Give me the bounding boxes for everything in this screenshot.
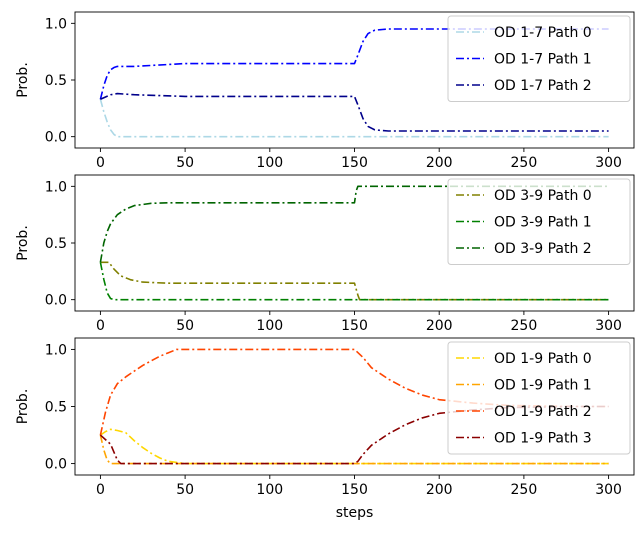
x-tick-label: 200 [426,318,453,334]
y-tick-label: 0.0 [45,130,67,146]
series-line-2-1 [99,434,609,465]
subplot-2: 0 50 100 150 200 250 300 0.0 0.5 1.0 Prob. steps OD … [15,337,635,521]
series-line-1-1 [99,262,609,301]
y-tick-label: 1.0 [45,179,67,195]
x-tick-label: 200 [426,482,453,498]
series-line-1-2 [99,185,609,263]
x-tick-label: 100 [256,482,283,498]
legend-box [447,15,631,102]
y-axis-label: Prob. [15,62,31,98]
legend-label: OD 1-9 Path 0 [494,351,592,367]
legend-label: OD 3-9 Path 0 [494,188,592,204]
x-tick-label: 100 [256,155,283,171]
series-line-0-0 [99,99,609,138]
x-tick-label: 300 [595,318,622,334]
x-tick-label: 150 [341,155,368,171]
legend: OD 1-7 Path 0 OD 1-7 Path 1 OD 1-7 Path 2 [447,15,631,102]
legend: OD 1-9 Path 0 OD 1-9 Path 1 OD 1-9 Path 2 O… [447,341,631,455]
x-tick-label: 0 [96,155,105,171]
x-tick-label: 50 [176,482,194,498]
series-line-2-0 [99,428,609,465]
x-tick-label: 100 [256,318,283,334]
legend-label: OD 1-9 Path 3 [494,431,592,447]
x-tick-label: 50 [176,155,194,171]
x-tick-label: 150 [341,482,368,498]
series-line-0-1 [99,28,609,100]
x-tick-label: 0 [96,318,105,334]
x-axis-label: steps [336,505,374,521]
legend-label: OD 1-7 Path 0 [494,25,592,41]
subplot-1: 0 50 100 150 200 250 300 0.0 0.5 1.0 Prob. OD 3-9 P… [15,174,635,334]
y-axis-label: Prob. [15,389,31,425]
y-tick-label: 1.0 [45,16,67,32]
legend-label: OD 3-9 Path 2 [494,241,592,257]
y-tick-label: 0.5 [45,236,67,252]
subplot-0: 0 50 100 150 200 250 300 0.0 0.5 1.0 Prob. OD 1-7 P… [15,11,635,171]
x-tick-label: 300 [595,155,622,171]
y-tick-label: 0.5 [45,400,67,416]
x-tick-label: 300 [595,482,622,498]
legend-label: OD 1-9 Path 2 [494,404,592,420]
legend-label: OD 1-7 Path 1 [494,52,592,68]
x-tick-label: 200 [426,155,453,171]
y-tick-label: 1.0 [45,342,67,358]
x-tick-label: 250 [511,155,538,171]
x-tick-label: 50 [176,318,194,334]
legend: OD 3-9 Path 0 OD 3-9 Path 1 OD 3-9 Path 2 [447,178,631,265]
series-line-1-0 [100,261,609,301]
legend-box [447,341,631,455]
x-tick-label: 150 [341,318,368,334]
legend-box [447,178,631,265]
y-tick-label: 0.0 [45,293,67,309]
legend-label: OD 1-9 Path 1 [494,378,592,394]
x-tick-label: 0 [96,482,105,498]
series-line-0-2 [100,92,609,132]
legend-label: OD 1-7 Path 2 [494,78,592,94]
y-tick-label: 0.5 [45,73,67,89]
y-tick-label: 0.0 [45,457,67,473]
x-tick-label: 250 [511,482,538,498]
y-axis-label: Prob. [15,225,31,261]
legend-label: OD 3-9 Path 1 [494,215,592,231]
x-tick-label: 250 [511,318,538,334]
